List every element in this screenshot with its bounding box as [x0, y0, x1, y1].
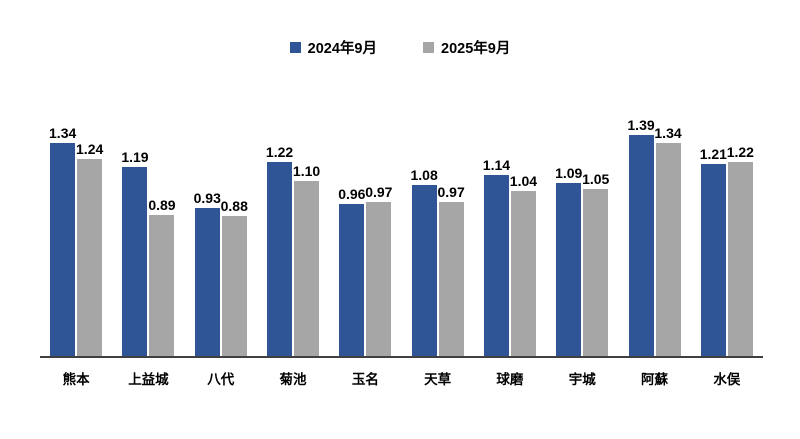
- x-axis-label: 球磨: [496, 372, 524, 387]
- bar-value-label: 1.39: [627, 117, 655, 134]
- x-axis-label: 天草: [424, 372, 452, 387]
- bar-value-label: 1.05: [582, 171, 610, 188]
- bar-value-label: 1.22: [726, 144, 754, 161]
- bar: 1.22: [727, 145, 754, 356]
- legend-label: 2025年9月: [441, 41, 511, 57]
- bar: 0.96: [338, 187, 365, 356]
- x-axis-label: 菊池: [279, 372, 307, 387]
- bar: 1.10: [293, 164, 320, 356]
- bar-group: 0.93 0.88: [185, 102, 257, 356]
- bar: 0.89: [148, 198, 176, 356]
- x-axis-label: 熊本: [62, 372, 90, 387]
- plot-area: 1.34 1.24 1.19 0.89 0.93 0.88 1.22 1.10 0.96 0.97…: [40, 102, 763, 388]
- x-axis-line: [40, 356, 763, 358]
- legend-swatch-icon: [423, 42, 434, 53]
- bar: 1.34: [654, 126, 682, 356]
- bar-group: 1.08 0.97: [401, 102, 473, 356]
- x-axis-label: 阿蘇: [641, 372, 669, 387]
- bar: 1.04: [510, 174, 537, 356]
- bar: 1.05: [582, 172, 609, 356]
- bar: 1.22: [266, 145, 293, 356]
- bar-value-label: 1.21: [699, 145, 727, 162]
- legend-label: 2024年9月: [307, 41, 377, 57]
- bar: 1.19: [121, 150, 149, 356]
- bar: 1.34: [49, 126, 76, 356]
- bar-value-label: 1.34: [654, 125, 682, 142]
- legend: 2024年9月 2025年9月: [0, 37, 800, 58]
- bar-value-label: 1.09: [555, 165, 583, 181]
- bar-group: 1.21 1.22: [691, 102, 763, 356]
- bar-group: 1.39 1.34: [618, 102, 690, 356]
- bar: 1.08: [411, 168, 438, 356]
- bar: 1.24: [76, 142, 103, 356]
- bar-value-label: 0.93: [193, 190, 221, 207]
- legend-item-0: 2024年9月: [289, 37, 377, 58]
- bar-value-label: 0.96: [338, 185, 366, 202]
- bar: 1.09: [555, 166, 582, 356]
- x-axis-label: 玉名: [351, 372, 379, 387]
- bar-group: 1.34 1.24: [40, 102, 112, 356]
- bar-group: 1.22 1.10: [257, 102, 329, 356]
- x-axis-label: 宇城: [568, 372, 596, 387]
- bar-value-label: 1.19: [121, 149, 149, 166]
- bar-groups: 1.34 1.24 1.19 0.89 0.93 0.88 1.22 1.10 0.96 0.97…: [40, 102, 763, 356]
- bar: 0.88: [221, 199, 248, 356]
- x-axis-labels: 熊本 上益城 八代 菊池 玉名 天草 球磨 宇城 阿蘇 水俣: [40, 368, 763, 388]
- bar-group: 0.96 0.97: [329, 102, 401, 356]
- x-axis-label: 水俣: [713, 372, 741, 387]
- bar: 0.93: [194, 191, 221, 356]
- bar-value-label: 1.14: [482, 157, 511, 173]
- bar-value-label: 0.88: [220, 198, 248, 215]
- x-axis-label: 八代: [207, 372, 235, 387]
- x-axis-label: 上益城: [128, 372, 169, 387]
- bar-value-label: 1.24: [76, 141, 104, 158]
- bar-value-label: 1.22: [265, 144, 294, 161]
- bar-value-label: 1.04: [509, 172, 538, 189]
- bar-group: 1.09 1.05: [546, 102, 618, 356]
- bar: 1.14: [483, 158, 510, 356]
- bar-value-label: 0.89: [148, 196, 176, 213]
- bar: 0.97: [365, 185, 392, 356]
- bar: 1.21: [700, 147, 727, 356]
- bar-group: 1.19 0.89: [112, 102, 184, 356]
- bar-value-label: 0.97: [437, 184, 465, 200]
- bar: 1.39: [627, 118, 655, 356]
- bar-group: 1.14 1.04: [474, 102, 546, 356]
- bar-value-label: 1.08: [410, 166, 438, 183]
- bar: 0.97: [438, 185, 465, 356]
- legend-item-1: 2025年9月: [423, 37, 510, 58]
- bar-value-label: 1.10: [292, 163, 321, 180]
- bar-value-label: 0.97: [365, 184, 393, 200]
- bar-value-label: 1.34: [49, 125, 77, 142]
- legend-swatch-icon: [289, 42, 301, 53]
